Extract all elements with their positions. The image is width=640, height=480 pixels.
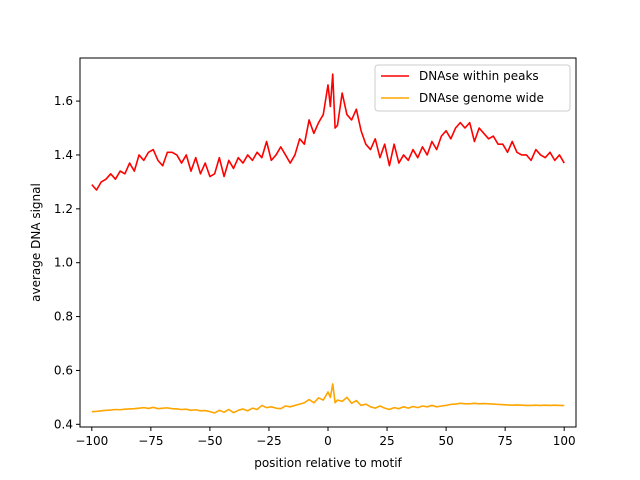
- y-tick-label: 0.6: [54, 363, 73, 377]
- x-tick-label: −100: [75, 434, 108, 448]
- legend: DNAse within peaks DNAse genome wide: [374, 64, 571, 112]
- series-layer: [91, 73, 565, 414]
- series-line-1: [91, 73, 565, 191]
- x-tick-label: 75: [498, 434, 513, 448]
- x-tick-label: −75: [138, 434, 163, 448]
- legend-label-1: DNAse within peaks: [419, 69, 539, 83]
- series-line-2: [91, 383, 565, 414]
- y-tick-label: 1.0: [54, 256, 73, 270]
- x-tick-label: −50: [197, 434, 222, 448]
- x-tick-label: 0: [324, 434, 332, 448]
- x-tick-label: 50: [438, 434, 453, 448]
- y-tick-label: 1.4: [54, 148, 73, 162]
- y-axis-ticks: 0.4 0.6 0.8 1.0 1.2 1.4 1.6: [54, 94, 80, 431]
- y-tick-label: 0.4: [54, 417, 73, 431]
- x-tick-label: 25: [379, 434, 394, 448]
- legend-box: [374, 64, 571, 112]
- y-tick-label: 0.8: [54, 310, 73, 324]
- y-axis-label: average DNA signal: [29, 183, 43, 302]
- x-tick-label: 100: [553, 434, 576, 448]
- x-tick-label: −25: [256, 434, 281, 448]
- x-axis-label: position relative to motif: [254, 456, 402, 470]
- x-axis-ticks: −100 −75 −50 −25 0 25 50 75 100: [75, 427, 576, 448]
- y-tick-label: 1.2: [54, 202, 73, 216]
- legend-label-2: DNAse genome wide: [419, 91, 544, 105]
- y-tick-label: 1.6: [54, 94, 73, 108]
